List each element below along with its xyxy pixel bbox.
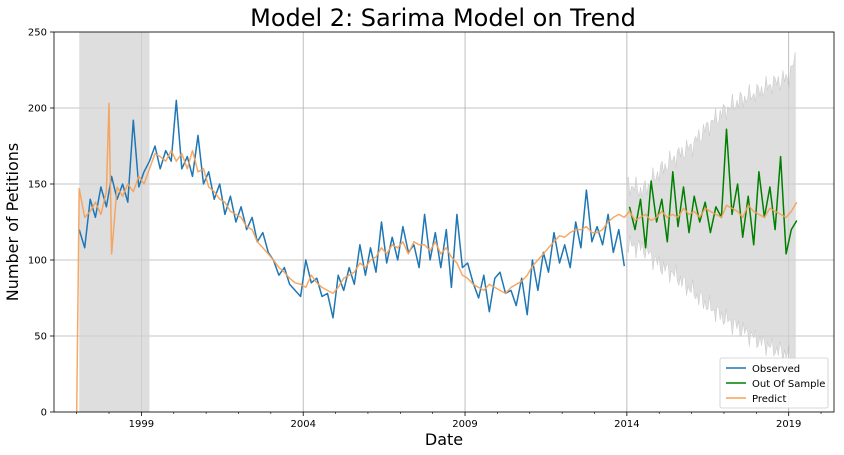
legend-label-out-of-sample: Out Of Sample (752, 379, 825, 390)
predict-series-line (75, 102, 798, 413)
series-lines (75, 99, 798, 413)
x-axis-label: Date (425, 430, 463, 449)
x-tick-label: 2009 (452, 419, 477, 430)
chart-title: Model 2: Sarima Model on Trend (250, 4, 636, 32)
legend: Observed Out Of Sample Predict (719, 357, 829, 409)
legend-box (719, 357, 829, 409)
y-tick-label: 150 (28, 180, 47, 191)
x-tick-label: 1999 (129, 419, 154, 430)
legend-label-observed: Observed (752, 364, 800, 375)
plot-area-frame (53, 31, 835, 413)
legend-label-predict: Predict (752, 394, 787, 405)
y-tick-label: 200 (28, 104, 47, 115)
out-of-sample-series-line (628, 128, 798, 255)
y-tick-label: 50 (34, 332, 47, 343)
forecast-confidence-band (626, 51, 796, 374)
x-tick-label: 2004 (290, 419, 315, 430)
x-tick-label: 2019 (776, 419, 801, 430)
observed-series-line (78, 99, 626, 319)
y-axis-label: Number of Petitions (3, 143, 22, 302)
y-tick-label: 250 (28, 28, 47, 39)
y-tick-label: 100 (28, 256, 47, 267)
x-tick-label: 2014 (614, 419, 639, 430)
y-tick-label: 0 (41, 408, 47, 419)
axis-ticks: 0 50 100 150 200 250 1999 2004 2009 2014 2019 (28, 28, 822, 430)
